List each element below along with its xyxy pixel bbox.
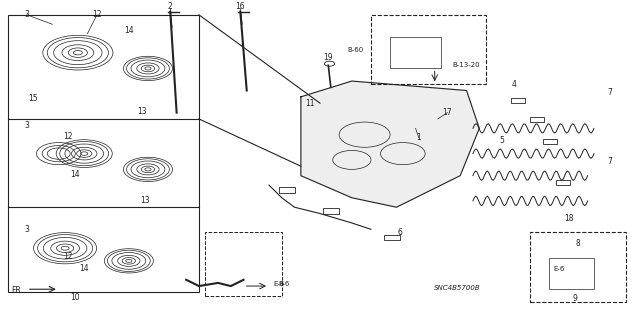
Text: 4: 4 xyxy=(512,80,516,89)
Bar xyxy=(543,139,557,144)
Text: B-60: B-60 xyxy=(347,47,363,53)
Text: 12: 12 xyxy=(63,252,73,261)
Polygon shape xyxy=(301,81,479,207)
Text: 2: 2 xyxy=(168,3,173,11)
Text: 18: 18 xyxy=(564,214,573,223)
Text: 11: 11 xyxy=(306,99,315,108)
Text: SNC4B5700B: SNC4B5700B xyxy=(434,285,480,291)
Text: 7: 7 xyxy=(607,88,612,97)
Text: E-6: E-6 xyxy=(278,281,290,287)
Text: 9: 9 xyxy=(572,294,577,303)
Bar xyxy=(384,235,399,240)
Bar xyxy=(323,208,339,213)
Text: 10: 10 xyxy=(70,293,79,301)
Text: 14: 14 xyxy=(79,264,89,273)
Text: FR.: FR. xyxy=(12,286,23,295)
Bar xyxy=(278,187,294,193)
Text: 8: 8 xyxy=(576,239,580,248)
Text: 12: 12 xyxy=(63,132,73,141)
Text: 12: 12 xyxy=(92,10,102,19)
Text: 3: 3 xyxy=(24,225,29,234)
Text: 1: 1 xyxy=(417,133,421,142)
Text: 14: 14 xyxy=(70,170,79,179)
Text: 6: 6 xyxy=(397,228,402,237)
Bar xyxy=(390,37,441,69)
Text: E-6: E-6 xyxy=(273,281,284,287)
Text: 17: 17 xyxy=(443,108,452,117)
Text: 19: 19 xyxy=(323,53,333,62)
Bar xyxy=(511,98,525,103)
Text: B-13-20: B-13-20 xyxy=(452,62,481,68)
Text: 3: 3 xyxy=(24,121,29,130)
Text: 15: 15 xyxy=(28,94,38,103)
Text: 3: 3 xyxy=(24,10,29,19)
Text: 5: 5 xyxy=(499,137,504,145)
Bar xyxy=(531,117,544,122)
Text: 7: 7 xyxy=(607,157,612,166)
Text: 13: 13 xyxy=(140,197,150,205)
Text: E-6: E-6 xyxy=(553,266,564,272)
Text: 14: 14 xyxy=(124,26,134,35)
Text: 13: 13 xyxy=(137,107,147,115)
Bar xyxy=(549,258,594,289)
Text: 16: 16 xyxy=(236,3,245,11)
Bar xyxy=(556,180,570,185)
